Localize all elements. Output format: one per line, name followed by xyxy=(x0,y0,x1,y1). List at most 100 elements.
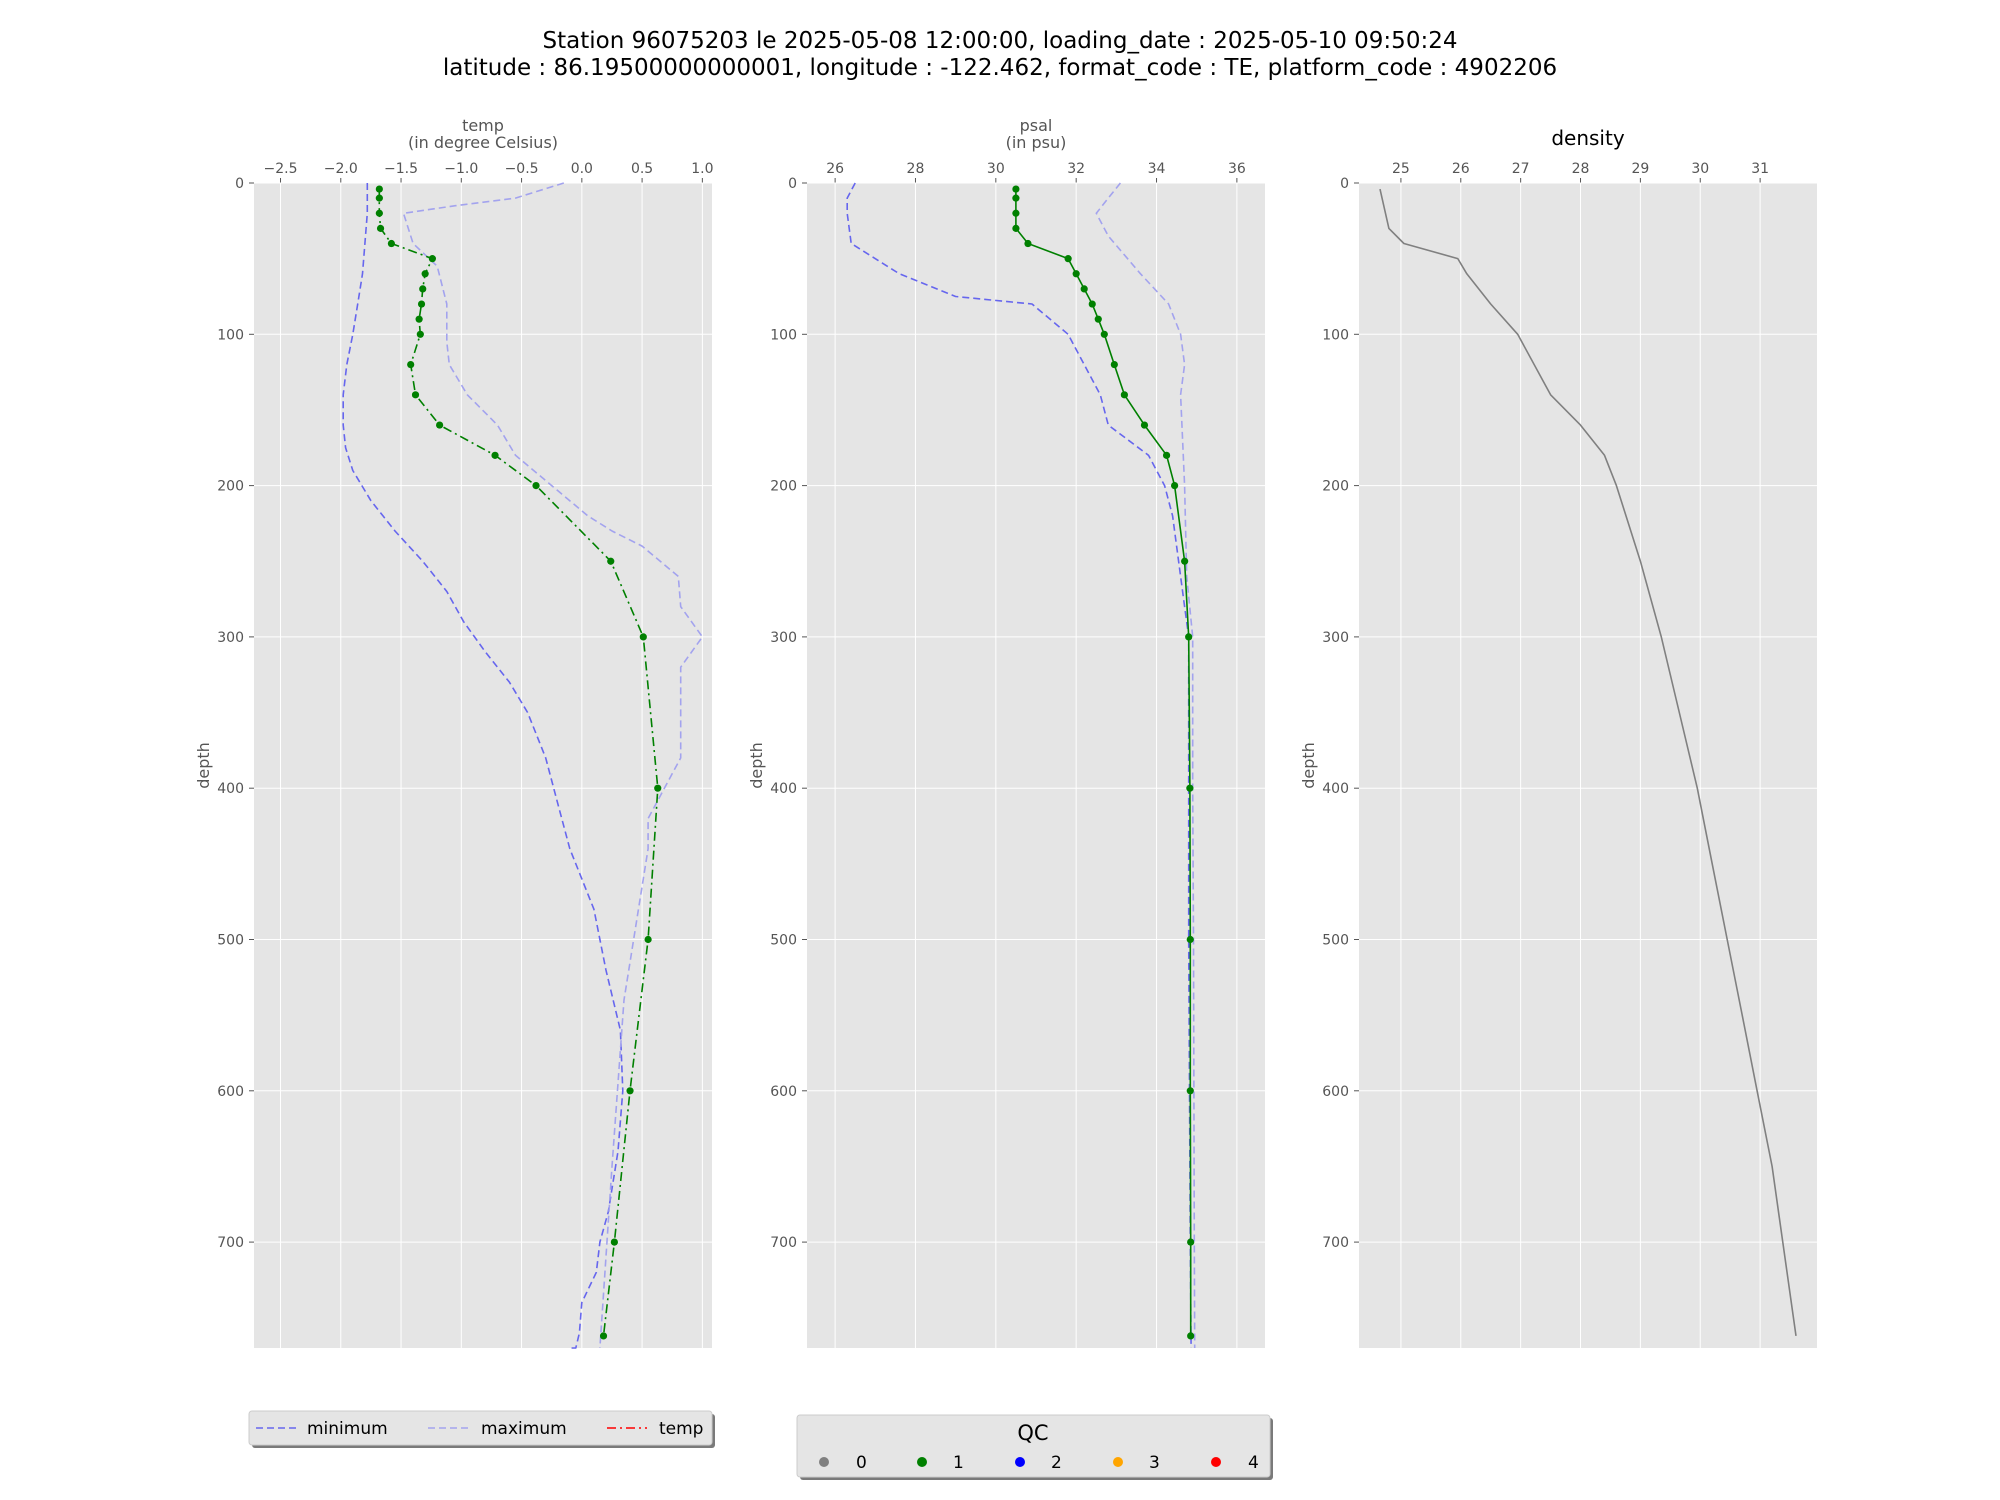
data-point xyxy=(375,194,383,202)
legend-qc2-marker xyxy=(1015,1457,1025,1467)
y-tick-label: 200 xyxy=(217,479,244,495)
y-tick-label: 400 xyxy=(770,781,797,797)
y-tick-label: 300 xyxy=(217,630,244,646)
data-point xyxy=(1185,633,1193,641)
y-tick-label: 500 xyxy=(217,932,244,948)
y-tick-label: 300 xyxy=(1322,630,1349,646)
legend-qc3-marker xyxy=(1113,1457,1123,1467)
x-tick-label: 34 xyxy=(1148,161,1166,177)
data-point xyxy=(1187,1238,1195,1246)
x-tick-label: 30 xyxy=(1691,161,1709,177)
data-point xyxy=(607,557,615,565)
data-point xyxy=(1094,315,1102,323)
data-point xyxy=(1012,224,1020,232)
x-tick-label: −1.0 xyxy=(444,161,478,177)
x-tick-label: −2.5 xyxy=(264,161,298,177)
data-point xyxy=(411,391,420,399)
panel-title: density xyxy=(1551,126,1624,150)
y-tick-label: 500 xyxy=(770,932,797,948)
y-tick-label: 600 xyxy=(770,1084,797,1100)
panel-background xyxy=(254,183,712,1348)
data-point xyxy=(428,255,436,263)
y-tick-label: 100 xyxy=(770,327,797,343)
data-point xyxy=(532,481,540,490)
y-tick-label: 600 xyxy=(217,1084,244,1100)
x-axis-unit: (in psu) xyxy=(1006,133,1067,152)
x-tick-label: −0.5 xyxy=(505,161,539,177)
data-point xyxy=(417,300,426,308)
data-point xyxy=(421,270,429,278)
x-tick-label: 28 xyxy=(907,161,925,177)
y-tick-label: 200 xyxy=(1322,479,1349,495)
y-tick-label: 600 xyxy=(1322,1084,1349,1100)
series-maximum-line xyxy=(1095,182,1196,1349)
legend-maximum-label: maximum xyxy=(481,1419,567,1439)
x-tick-label: 25 xyxy=(1392,161,1410,177)
x-axis-unit: (in degree Celsius) xyxy=(408,133,558,152)
legend-temp-label: temp xyxy=(659,1419,703,1439)
panel-temp: −2.5 −2.0 −1.5 −1.0 −0.5 0.0 0.5 1.0 0 100 200 300 4… xyxy=(194,116,713,1349)
panel-background xyxy=(807,183,1265,1348)
data-point xyxy=(1012,194,1020,202)
figure-title-line2: latitude : 86.19500000000001, longitude … xyxy=(443,55,1557,81)
data-point xyxy=(419,285,427,293)
data-point xyxy=(1120,391,1128,399)
data-point xyxy=(436,421,444,429)
data-point xyxy=(1181,557,1189,565)
x-tick-label: 29 xyxy=(1631,161,1649,177)
y-tick-label: 200 xyxy=(770,479,797,495)
x-tick-label: 27 xyxy=(1512,161,1530,177)
series-maximum-line xyxy=(402,182,704,1349)
legend-qc0-marker xyxy=(819,1457,829,1467)
data-point xyxy=(1187,1332,1195,1340)
data-point xyxy=(387,239,395,248)
data-point xyxy=(626,1087,634,1095)
y-tick-label: 400 xyxy=(1322,781,1349,797)
legend-minimum-label: minimum xyxy=(307,1419,388,1439)
figure-title-line1: Station 96075203 le 2025-05-08 12:00:00,… xyxy=(543,28,1458,54)
legend-qc4-label: 4 xyxy=(1248,1453,1259,1473)
panel-background xyxy=(1359,183,1817,1348)
x-tick-label: 26 xyxy=(826,161,844,177)
legend-qc-box xyxy=(796,1414,1271,1478)
panel-psal: 26 28 30 32 34 36 0 100 200 300 400 500 600 700 depth p… xyxy=(747,116,1265,1349)
y-tick-label: 500 xyxy=(1322,932,1349,948)
x-tick-label: 0.5 xyxy=(631,161,653,177)
data-point xyxy=(1140,421,1149,429)
data-point xyxy=(1171,481,1179,490)
y-axis-label: depth xyxy=(747,742,766,789)
x-tick-label: 26 xyxy=(1452,161,1470,177)
data-point xyxy=(1100,330,1108,338)
y-tick-label: 400 xyxy=(217,781,244,797)
data-point xyxy=(654,784,662,792)
data-point xyxy=(1110,360,1118,369)
x-tick-label: 31 xyxy=(1751,161,1769,177)
x-tick-label: −1.5 xyxy=(384,161,418,177)
legend-qc1-marker xyxy=(917,1457,927,1467)
legend-lines-box xyxy=(248,1410,713,1446)
y-tick-label: 700 xyxy=(217,1235,244,1251)
data-point xyxy=(1186,1087,1194,1095)
data-point xyxy=(416,330,424,338)
data-point xyxy=(1162,451,1171,459)
series-minimum-line xyxy=(342,183,624,1349)
x-tick-label: 32 xyxy=(1067,161,1085,177)
data-point xyxy=(599,1332,608,1340)
data-point xyxy=(1064,255,1072,263)
y-tick-label: 700 xyxy=(1322,1235,1349,1251)
y-tick-label: 0 xyxy=(235,176,244,192)
y-axis-label: depth xyxy=(1299,742,1318,789)
legend-qc4-marker xyxy=(1211,1457,1221,1467)
data-point xyxy=(376,224,385,232)
legend-qc: QC 0 1 2 3 4 xyxy=(796,1414,1273,1480)
x-tick-label: 30 xyxy=(987,161,1005,177)
x-tick-label: 0.0 xyxy=(571,161,593,177)
data-point xyxy=(639,633,647,641)
legend-qc0-label: 0 xyxy=(856,1453,867,1473)
data-point xyxy=(1024,239,1032,248)
data-point xyxy=(375,209,383,217)
data-point xyxy=(1186,935,1194,944)
data-point xyxy=(375,185,383,193)
y-axis-label: depth xyxy=(194,742,213,789)
